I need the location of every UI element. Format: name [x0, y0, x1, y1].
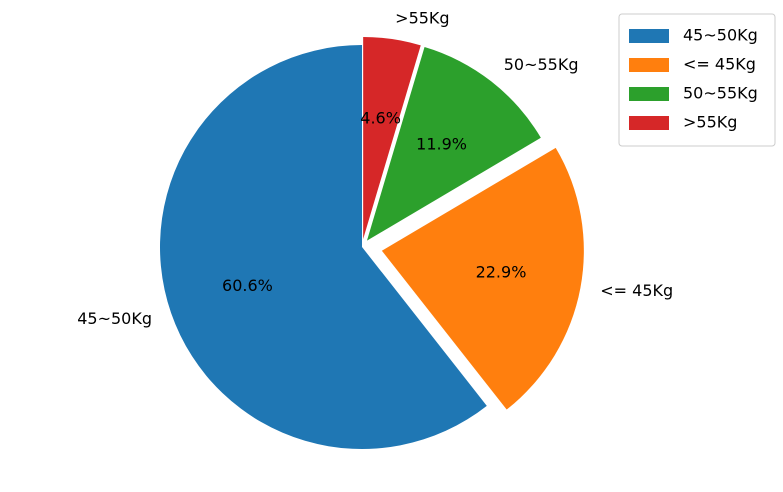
legend-swatch — [629, 116, 669, 130]
slice-label: >55Kg — [395, 9, 449, 28]
legend-label: 45~50Kg — [683, 26, 758, 45]
legend-label: >55Kg — [683, 113, 737, 132]
slice-label: <= 45Kg — [600, 281, 673, 300]
percent-label: 22.9% — [476, 263, 527, 282]
pie-slice — [381, 147, 584, 410]
percent-label: 4.6% — [360, 109, 401, 128]
legend-label: <= 45Kg — [683, 55, 756, 74]
pie-slice — [363, 37, 421, 240]
legend-swatch — [629, 29, 669, 43]
legend-label: 50~55Kg — [683, 84, 758, 103]
percent-label: 60.6% — [222, 276, 273, 295]
legend-swatch — [629, 58, 669, 72]
slice-label: 50~55Kg — [504, 55, 579, 74]
pie-slice — [366, 47, 541, 241]
legend-box — [618, 13, 776, 147]
percent-label: 11.9% — [416, 135, 467, 154]
legend-swatch — [629, 87, 669, 101]
pie-slice — [159, 45, 487, 450]
slice-label: 45~50Kg — [77, 309, 152, 328]
